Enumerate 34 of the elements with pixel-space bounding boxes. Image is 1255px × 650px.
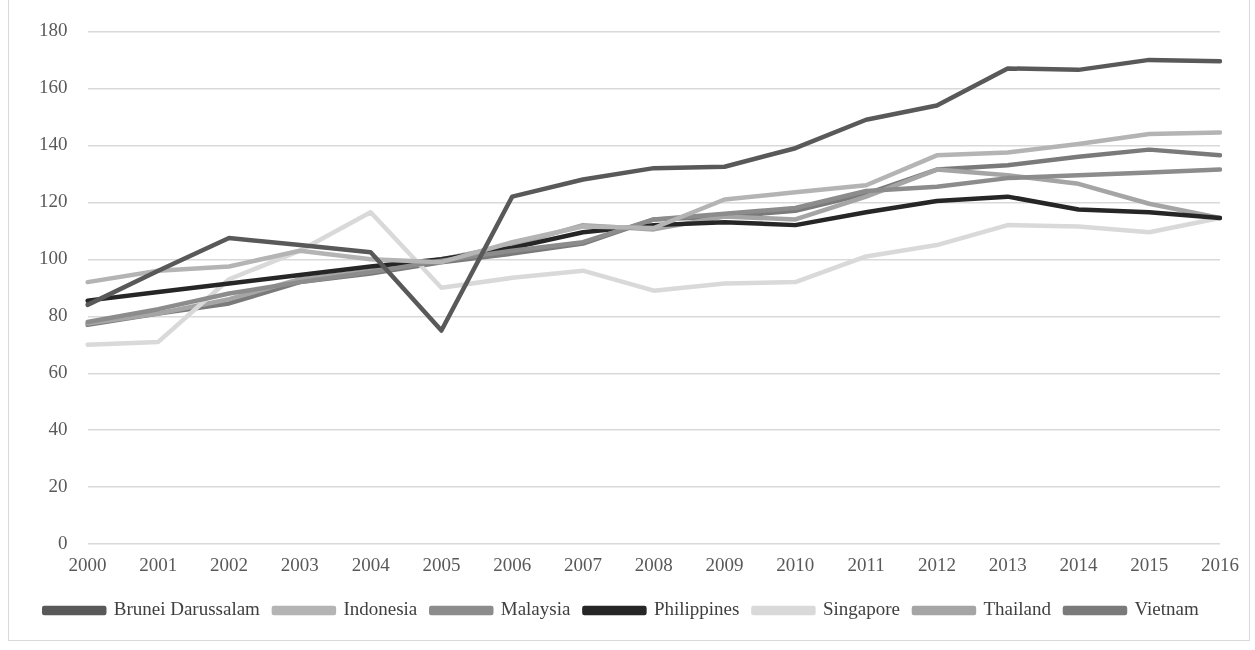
legend-label: Vietnam [1134, 598, 1199, 620]
x-tick-label: 2007 [563, 553, 602, 575]
x-tick-label: 2009 [705, 553, 744, 575]
x-tick-label: 2004 [351, 553, 391, 575]
x-tick-label: 2016 [1201, 553, 1239, 575]
x-tick-label: 2006 [493, 553, 532, 575]
x-tick-label: 2011 [847, 553, 885, 575]
legend-label: Malaysia [500, 598, 571, 620]
y-tick-label: 40 [48, 418, 68, 440]
y-tick-label: 120 [39, 190, 68, 212]
y-tick-label: 80 [48, 304, 68, 326]
y-tick-label: 100 [39, 247, 68, 269]
x-tick-label: 2015 [1130, 553, 1169, 575]
legend-label: Singapore [822, 598, 900, 620]
x-tick-label: 2013 [988, 553, 1027, 575]
x-tick-label: 2012 [917, 553, 956, 575]
y-tick-label: 0 [58, 532, 68, 554]
y-tick-label: 20 [48, 475, 68, 497]
y-tick-label: 140 [39, 133, 68, 155]
legend-label: Indonesia [343, 598, 418, 620]
legend-label: Brunei Darussalam [113, 598, 261, 620]
x-tick-label: 2002 [210, 553, 249, 575]
x-tick-label: 2008 [634, 553, 673, 575]
legend-label: Thailand [983, 598, 1052, 620]
x-tick-label: 2010 [776, 553, 815, 575]
x-tick-label: 2000 [68, 553, 107, 575]
x-tick-label: 2001 [139, 553, 178, 575]
x-tick-label: 2014 [1059, 553, 1098, 575]
legend-label: Philippines [653, 598, 740, 620]
y-tick-label: 160 [39, 76, 68, 98]
y-tick-label: 60 [48, 361, 68, 383]
y-tick-label: 180 [39, 19, 68, 41]
x-tick-label: 2005 [422, 553, 461, 575]
x-tick-label: 2003 [280, 553, 319, 575]
